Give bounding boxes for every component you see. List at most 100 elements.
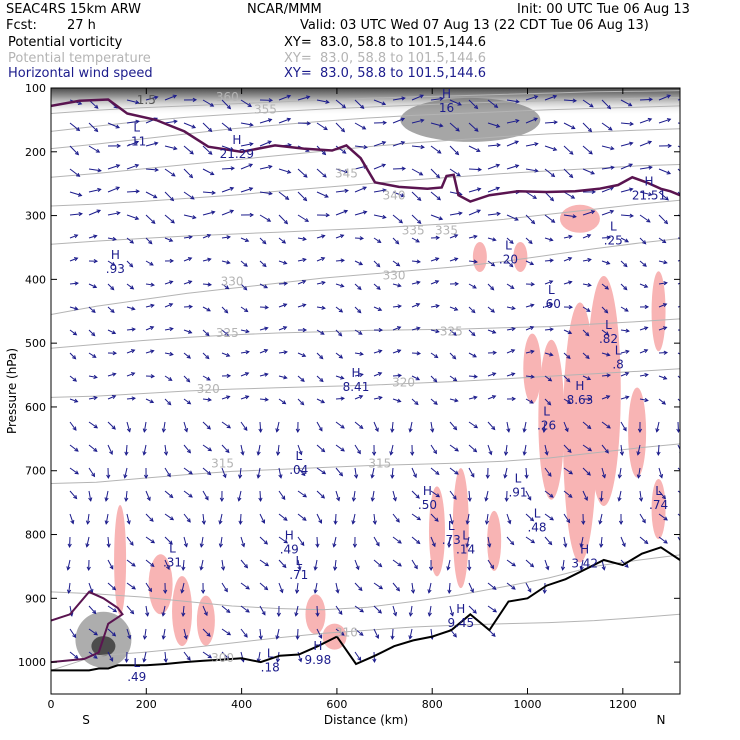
wind-head <box>111 330 117 335</box>
wind-head <box>419 94 425 99</box>
wind-head <box>587 425 592 430</box>
wind-head <box>484 520 490 525</box>
wind-shaft <box>107 444 113 455</box>
wind-head <box>263 586 269 591</box>
wind-head <box>243 286 248 291</box>
wind-shaft <box>259 283 268 289</box>
wind-shaft <box>107 628 116 637</box>
wind-shaft <box>202 283 212 286</box>
wind-shaft <box>145 350 154 354</box>
wind-head <box>93 654 98 659</box>
wind-head <box>496 143 501 148</box>
wind-vector <box>430 421 435 433</box>
wind-head <box>434 280 440 285</box>
extremum-value: 9.98 <box>304 653 331 667</box>
wind-head <box>267 118 273 123</box>
wind-shaft <box>240 536 245 547</box>
theta-label-11: 320 <box>392 376 415 390</box>
wind-shaft <box>335 306 343 313</box>
wind-head <box>414 400 419 406</box>
wind-vector <box>449 421 458 431</box>
wind-shaft <box>316 398 325 404</box>
wind-shaft <box>202 628 211 637</box>
wind-vector <box>620 372 630 377</box>
wind-vector <box>677 513 680 517</box>
wind-shaft <box>316 257 325 262</box>
wind-vector <box>620 328 630 333</box>
wind-vector <box>373 372 383 377</box>
wind-head <box>587 128 593 133</box>
wind-head <box>325 213 331 218</box>
wind-head <box>106 543 111 548</box>
wind-vector <box>237 490 242 502</box>
wind-vector <box>335 145 347 154</box>
wind-head <box>415 376 421 381</box>
wind-shaft <box>392 97 405 101</box>
wind-head <box>431 542 436 548</box>
wind-shaft <box>409 421 413 432</box>
wind-head <box>374 427 379 433</box>
wind-head <box>258 635 263 640</box>
wind-shaft <box>164 237 173 242</box>
wind-shaft <box>392 191 405 197</box>
wind-vector <box>107 186 121 193</box>
wind-shaft <box>563 490 573 498</box>
wind-head <box>449 520 454 525</box>
wind-vector <box>202 145 213 155</box>
wind-shaft <box>485 490 489 501</box>
extremum-value: .11 <box>127 134 146 148</box>
wind-vector <box>107 211 121 216</box>
wind-vector <box>126 214 140 221</box>
theta-contour-350 <box>51 105 680 150</box>
wind-vector <box>468 306 476 314</box>
extremum-mark: H <box>285 529 294 543</box>
wind-shaft <box>164 95 177 101</box>
wind-head <box>507 519 512 525</box>
wind-vector <box>392 96 406 101</box>
extremum-3: H21.51 <box>632 175 666 203</box>
wind-vector <box>542 421 547 433</box>
wind-shaft <box>544 490 554 498</box>
wind-head <box>188 304 194 309</box>
wind-head <box>453 306 459 311</box>
wind-head <box>359 351 364 356</box>
wind-vector <box>142 651 147 663</box>
wind-shaft <box>145 605 149 616</box>
wind-head <box>492 350 498 355</box>
wind-shaft <box>88 375 97 378</box>
wind-shaft <box>69 490 77 499</box>
wind-shaft <box>69 213 82 216</box>
wind-vector <box>276 605 281 618</box>
wind-shaft <box>69 282 79 285</box>
wind-vector <box>411 94 425 101</box>
wind-shaft <box>582 234 591 239</box>
wind-shaft <box>448 536 451 547</box>
wind-vector <box>313 559 318 571</box>
wind-head <box>465 520 470 525</box>
wind-vector <box>525 374 535 379</box>
wind-shaft <box>88 490 92 501</box>
wind-shaft <box>601 444 609 454</box>
wind-shaft <box>563 99 577 102</box>
wind-head <box>401 96 406 101</box>
wind-head <box>472 448 478 453</box>
wind-vector <box>145 582 152 593</box>
wind-shaft <box>411 536 420 544</box>
wind-head <box>522 451 527 456</box>
wind-vector <box>107 651 114 662</box>
wind-head <box>93 259 99 264</box>
wind-shaft <box>637 444 641 455</box>
wind-head <box>435 470 440 475</box>
wind-shaft <box>69 168 80 177</box>
wind-head <box>683 329 686 332</box>
wind-shaft <box>620 283 628 290</box>
wind-vector <box>351 490 356 502</box>
wind-shaft <box>221 210 234 216</box>
wind-head <box>245 585 250 590</box>
wind-vector <box>563 280 573 285</box>
wind-shaft <box>259 398 269 401</box>
wind-vector <box>544 214 556 223</box>
wind-head <box>187 329 193 334</box>
wind-shaft <box>601 329 609 336</box>
wind-head <box>97 168 102 173</box>
